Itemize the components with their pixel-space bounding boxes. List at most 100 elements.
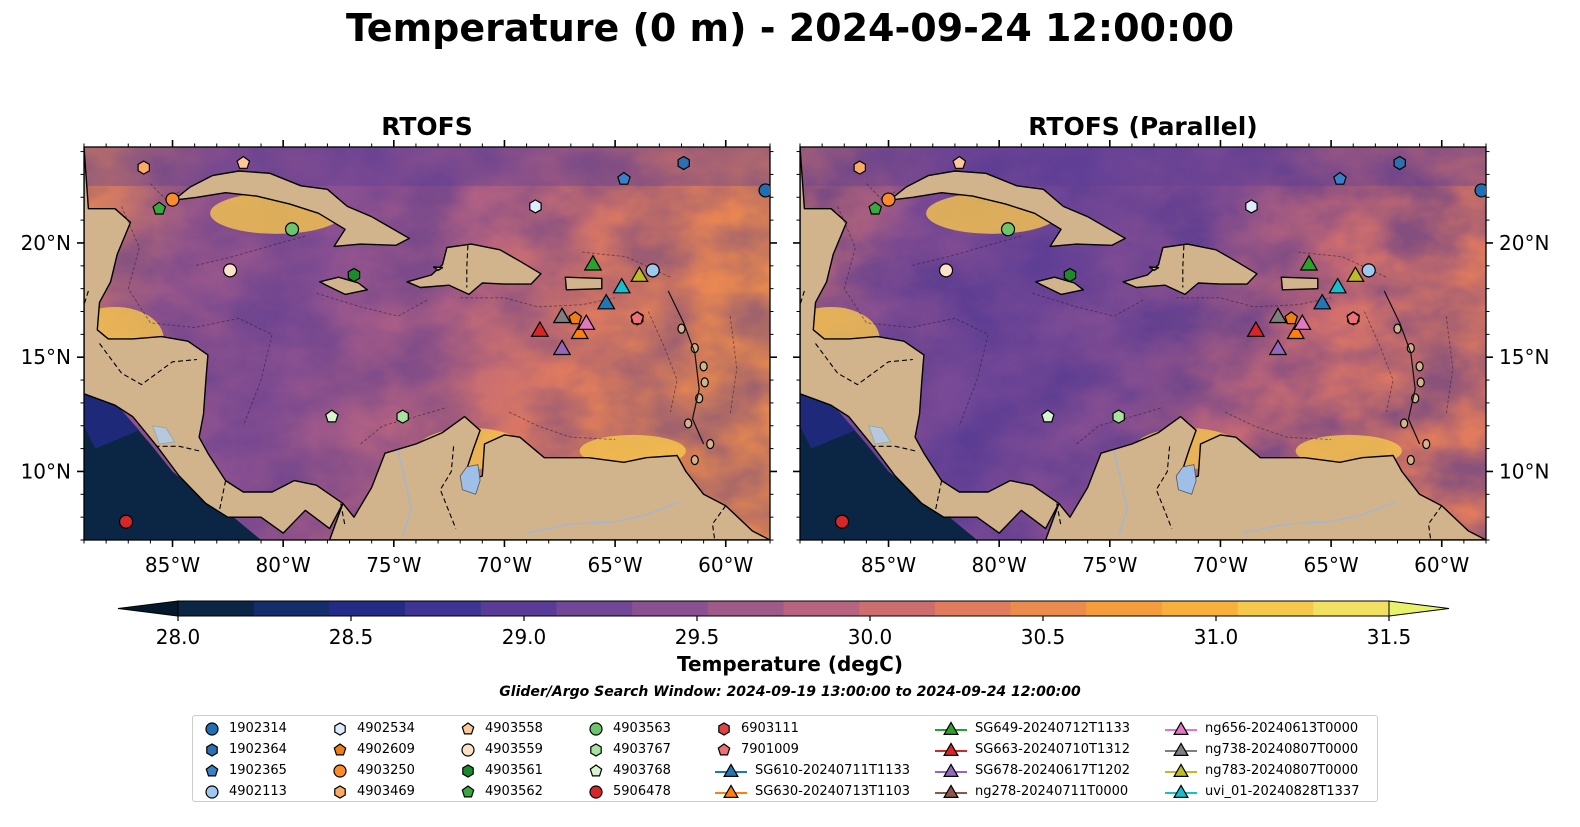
colorbar-label: Temperature (degC) [677,652,903,676]
legend-item: 4903558 [457,718,543,739]
station-4903559 [938,263,954,278]
land-cuba [172,170,410,248]
country-border [1155,446,1173,529]
legend-item: 4903767 [585,739,671,760]
station-1902314 [1474,183,1486,198]
country-border [934,480,943,513]
station-ng738-20240807T0000 [1268,307,1288,324]
colorbar-segment [556,601,633,616]
lake-maracaibo [1175,464,1197,495]
map-panel-rtofs-parallel: 85°W 80°W 75°W 70°W 65°W 60°W 10°N 15°N 20°N [793,140,1549,577]
station-4903563 [284,222,300,237]
pentagon-marker-icon [589,763,603,776]
x-tick-label: 60°W [698,553,753,577]
station-4903561 [347,267,361,283]
legend-label: 4903563 [613,721,671,736]
land-lesser-antilles-island [1406,454,1415,466]
panel-title-rtofs-parallel: RTOFS (Parallel) [1028,112,1258,141]
station-ng738-20240807T0000 [552,307,572,324]
legend-label: uvi_01-20240828T1337 [1205,784,1360,799]
colorbar-tick-label: 31.0 [1194,625,1239,649]
legend-item: ng783-20240807T0000 [1163,760,1359,781]
legend-item: 4902534 [329,718,415,739]
hexagon-marker-icon [334,784,346,799]
land-lesser-antilles-island [1415,361,1424,372]
station-SG678-20240617T1202 [552,339,572,356]
circle-marker-icon [589,784,603,799]
pentagon-marker-icon [461,721,475,734]
land-lesser-antilles-island [700,377,709,388]
legend-item: 1902314 [201,718,287,739]
station-4903561 [1063,267,1077,283]
legend-item: 1902365 [201,760,287,781]
station-4903558 [952,155,967,169]
station-4903562 [868,201,883,215]
legend-label: ng783-20240807T0000 [1205,763,1359,778]
station-SG610-20240711T1133 [1312,293,1332,310]
legend-label: 4903561 [485,763,543,778]
land-lesser-antilles-island [690,454,699,466]
hexagon-marker-icon [590,742,602,757]
station-5906478 [118,514,134,529]
legend-item: 7901009 [713,739,910,760]
land-lesser-antilles-island [1422,438,1431,450]
land-lesser-antilles-island [677,323,686,334]
lake-maracaibo [459,464,481,495]
legend-label: 4903558 [485,721,543,736]
map-frame [83,146,771,541]
legend-label: SG630-20240713T1103 [755,784,911,799]
legend-item: 4902609 [329,739,415,760]
legend-label: 4903767 [613,742,671,757]
x-tick-label: 60°W [1414,553,1469,577]
station-4903250 [881,192,896,207]
figure-title: Temperature (0 m) - 2024-09-24 12:00:00 [345,6,1235,50]
station-4902609 [568,311,583,325]
station-SG649-20240712T1133 [583,254,603,271]
x-tick-label: 75°W [1082,553,1137,577]
colorbar-tick-label: 30.0 [848,625,893,649]
colorbar-segment [1161,601,1239,616]
land-lesser-antilles-island [1393,323,1402,334]
legend-column: SG649-20240712T1133 SG663-20240710T1312 SG… [933,718,1130,802]
y-tick-label: 20°N [1499,231,1549,255]
country-border [873,445,916,452]
land-jamaica [1034,276,1085,296]
colorbar-under-arrow [117,600,179,617]
station-uvi_01-20240828T1337 [612,277,632,294]
legend-item: 4903559 [457,739,543,760]
hexagon-marker-icon [334,721,346,736]
triangle-marker-icon [935,783,967,798]
station-SG630-20240713T1103 [1286,323,1305,340]
legend-item: uvi_01-20240828T1337 [1163,781,1359,802]
station-4902113 [1361,263,1376,278]
country-border [84,290,89,305]
x-tick-label: 65°W [1303,553,1358,577]
colorbar-segment [859,601,936,616]
legend-column: 4902534 4902609 4903250 4903469 [329,718,415,802]
legend-label: 1902364 [229,742,287,757]
legend-label: 5906478 [613,784,671,799]
y-tick-label: 15°N [1499,345,1549,369]
legend-item: 4903562 [457,781,543,802]
station-4903469 [853,160,867,175]
country-border [218,480,227,513]
legend-item: ng278-20240711T0000 [933,781,1130,802]
colorbar-segment [329,601,406,616]
country-border [340,503,346,527]
land-lesser-antilles-island [1416,377,1425,388]
legend-item: 4903563 [585,718,671,739]
country-border [1056,503,1062,527]
colorbar-segment [632,601,709,616]
colorbar-tick-label: 31.5 [1367,625,1412,649]
colorbar: 28.0 28.5 29.0 29.5 30.0 30.5 31.0 31.5 [117,600,1450,649]
station-4903558 [236,155,251,169]
land-gonave [1148,266,1160,272]
station-4903767 [396,409,409,424]
legend-label: SG678-20240617T1202 [975,763,1131,778]
station-SG663-20240710T1312 [530,320,550,337]
legend-item: 5906478 [585,781,671,802]
legend-column: ng656-20240613T0000 ng738-20240807T0000 ng… [1163,718,1359,802]
station-4903768 [1040,409,1055,423]
legend-item: 4902113 [201,781,287,802]
legend-label: 1902314 [229,721,287,736]
